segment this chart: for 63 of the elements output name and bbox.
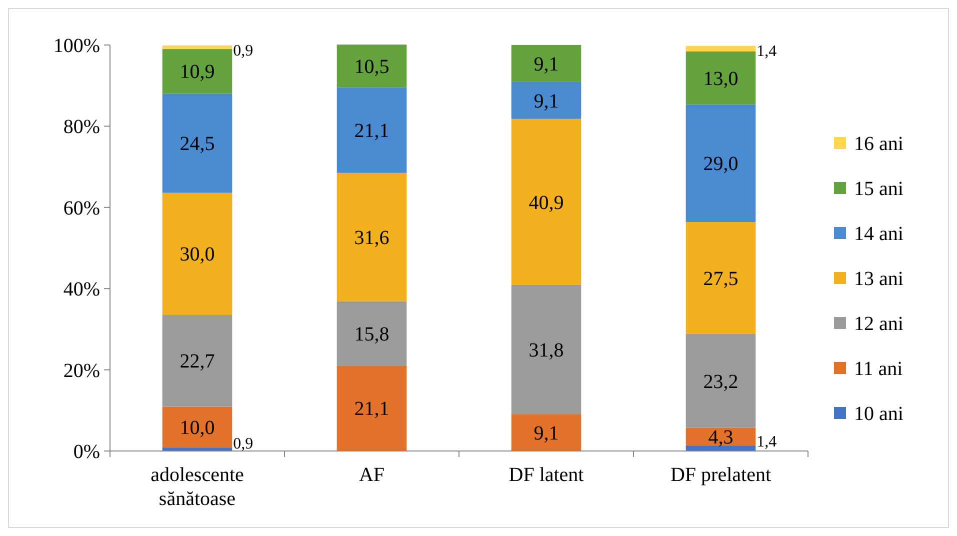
x-tick-label: DF prelatent — [670, 464, 772, 486]
y-tick-label: 100% — [53, 35, 100, 57]
bar — [511, 284, 582, 414]
data-label: 1,4 — [756, 434, 777, 451]
bar — [511, 82, 582, 119]
data-label: 31,8 — [528, 340, 564, 362]
legend-label: 10 ani — [854, 403, 904, 425]
legend-label: 16 ani — [854, 133, 904, 155]
y-tick-label: 60% — [63, 197, 100, 220]
data-label: 40,9 — [528, 192, 564, 214]
data-label: 21,1 — [354, 398, 390, 420]
bar — [162, 45, 232, 50]
data-label: 27,5 — [703, 268, 738, 290]
y-tick-label: 40% — [63, 278, 100, 301]
y-tick-label: 20% — [63, 360, 100, 382]
x-tick-label: adolescente sănătoase — [150, 464, 244, 510]
data-label: 30,0 — [180, 244, 215, 266]
bar — [686, 334, 756, 428]
bar — [686, 222, 756, 334]
data-label: 29,0 — [703, 153, 738, 176]
legend-label: 14 ani — [854, 223, 904, 245]
bar — [336, 87, 407, 173]
bar — [511, 414, 582, 451]
legend-label: 15 ani — [854, 178, 904, 200]
data-label: 10,9 — [180, 61, 215, 84]
data-label: 13,0 — [703, 68, 738, 90]
data-label: 0,9 — [233, 436, 254, 453]
bar — [511, 45, 582, 82]
bar — [686, 46, 756, 52]
bar — [162, 49, 232, 94]
bar — [336, 365, 407, 451]
bar — [162, 93, 232, 193]
x-tick-label: AF — [358, 464, 385, 486]
legend-label: 11 ani — [854, 358, 904, 380]
data-label: 0,9 — [233, 42, 254, 60]
bar — [162, 314, 232, 407]
bar — [511, 118, 582, 285]
data-label: 15,8 — [354, 323, 390, 346]
data-label: 22,7 — [180, 350, 215, 373]
bar — [336, 301, 407, 366]
bar — [686, 51, 756, 104]
data-label: 9,1 — [534, 53, 559, 76]
data-label: 31,6 — [354, 227, 390, 250]
data-label: 24,5 — [180, 133, 215, 156]
bar — [336, 44, 407, 88]
y-tick-label: 0% — [73, 441, 100, 463]
x-tick-label: DF latent — [508, 464, 584, 486]
bar — [686, 428, 756, 446]
data-label: 9,1 — [534, 90, 559, 112]
bar — [336, 172, 407, 302]
data-label: 10,5 — [354, 56, 390, 78]
data-label: 21,1 — [354, 120, 390, 142]
legend-label: 13 ani — [854, 268, 904, 290]
data-label: 4,3 — [708, 426, 734, 449]
bar — [162, 406, 232, 448]
bar — [162, 192, 232, 315]
data-label: 1,4 — [756, 42, 777, 60]
data-label: 9,1 — [534, 422, 559, 445]
bar — [686, 104, 756, 222]
y-tick-label: 80% — [63, 116, 100, 138]
data-label: 10,0 — [180, 417, 215, 440]
data-label: 23,2 — [703, 370, 738, 393]
legend-label: 12 ani — [854, 313, 904, 335]
